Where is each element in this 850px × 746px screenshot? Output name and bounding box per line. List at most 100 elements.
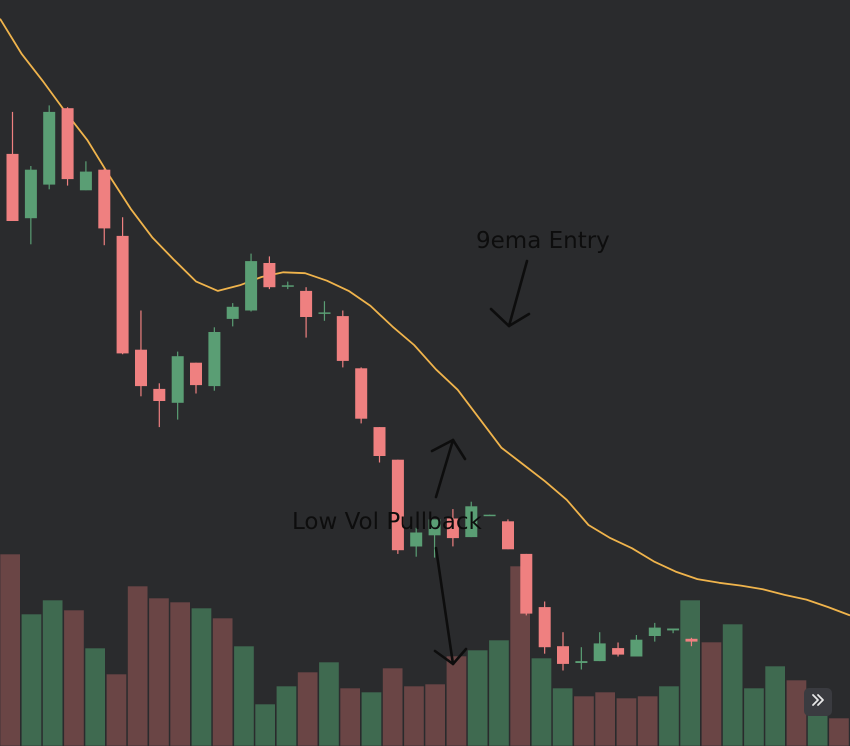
candle-body: [135, 349, 147, 387]
volume-bar: [275, 685, 297, 746]
volume-bar: [212, 617, 234, 746]
candle: [300, 287, 313, 338]
candle: [612, 642, 625, 657]
candle: [208, 327, 221, 391]
candle: [263, 256, 276, 290]
scroll-to-realtime-button[interactable]: [804, 688, 832, 716]
volume-bar: [530, 657, 552, 746]
candle: [355, 367, 368, 424]
volume-bar: [382, 667, 404, 746]
volume-bar: [63, 609, 85, 746]
candle-body: [355, 368, 368, 419]
candle-body: [263, 263, 276, 288]
candle-body: [6, 153, 19, 221]
volume-bar: [360, 691, 382, 746]
candle: [685, 637, 698, 647]
candle-body: [373, 427, 386, 456]
candle: [171, 351, 184, 420]
candle: [116, 217, 129, 355]
candle-body: [98, 169, 111, 229]
ema-line: [0, 18, 850, 617]
candle: [245, 253, 258, 312]
volume-bar: [658, 685, 680, 746]
volume-bar: [615, 697, 637, 746]
candle: [465, 501, 478, 538]
volume-bar: [318, 661, 340, 746]
candle: [98, 168, 111, 246]
candle-body: [612, 648, 625, 655]
candle: [43, 105, 56, 190]
candle-body: [190, 362, 202, 386]
candle-body: [575, 661, 588, 663]
pullback-up-arrow: [430, 438, 467, 499]
volume-bar: [700, 641, 722, 746]
volume-bar: [743, 687, 765, 746]
volume-bar: [42, 599, 64, 746]
candle: [593, 632, 606, 662]
volume-bar: [637, 695, 659, 746]
candle-body: [43, 111, 56, 185]
volume-bar: [403, 685, 425, 746]
candle: [648, 622, 661, 642]
candle: [281, 281, 294, 290]
candle-body: [557, 646, 569, 664]
volume-bar: [552, 687, 574, 746]
volume-bar: [424, 683, 446, 746]
candle-body: [520, 553, 533, 614]
volume-bar: [722, 623, 744, 746]
volume-layer: [0, 553, 850, 746]
candle-body: [336, 316, 349, 361]
candle-body: [667, 628, 680, 631]
candle-body: [446, 518, 459, 539]
candle: [502, 519, 514, 550]
candle-body: [630, 639, 643, 657]
candle-body: [245, 261, 258, 311]
candle: [667, 628, 680, 634]
pullback-annotation-label: Low Vol Pullback: [292, 509, 482, 535]
candle: [538, 601, 551, 654]
candle-body: [483, 514, 496, 517]
ema-layer: [0, 18, 850, 617]
candle: [391, 459, 404, 554]
candle-body: [502, 521, 514, 550]
candle: [428, 519, 441, 558]
candle: [226, 303, 239, 327]
candle-body: [171, 356, 184, 403]
candle: [575, 647, 588, 670]
candle-body: [410, 532, 423, 547]
volume-bar: [445, 655, 467, 746]
candle: [79, 161, 92, 191]
entry-annotation-label: 9ema Entry: [476, 228, 610, 254]
candle-layer: [6, 105, 698, 671]
volume-bar: [254, 703, 276, 746]
volume-bar: [148, 597, 170, 746]
candle-body: [593, 643, 606, 662]
volume-bar: [297, 671, 319, 746]
candle-body: [61, 108, 74, 180]
candle: [483, 514, 496, 517]
candle-body: [226, 306, 239, 319]
candle-body: [318, 312, 331, 314]
volume-bar: [127, 585, 149, 746]
double-chevron-right-icon: [810, 692, 826, 712]
volume-bar: [233, 645, 255, 746]
candle: [410, 527, 423, 557]
candle-body: [648, 627, 661, 636]
candle: [61, 107, 74, 186]
volume-bar: [191, 607, 212, 746]
annotation-layer: 9ema Entry Low Vol Pullback: [292, 228, 610, 666]
candle-body: [281, 285, 294, 287]
volume-bar: [339, 687, 361, 746]
candle: [630, 635, 643, 657]
candle: [190, 362, 202, 394]
candle-body: [300, 290, 313, 317]
volume-bar: [594, 691, 616, 746]
volume-bar: [828, 717, 850, 746]
candle: [6, 111, 19, 221]
volume-bar: [488, 639, 510, 746]
candle: [373, 427, 386, 463]
volume-bar: [467, 649, 489, 746]
candle-body: [24, 169, 37, 219]
candle: [336, 310, 349, 368]
